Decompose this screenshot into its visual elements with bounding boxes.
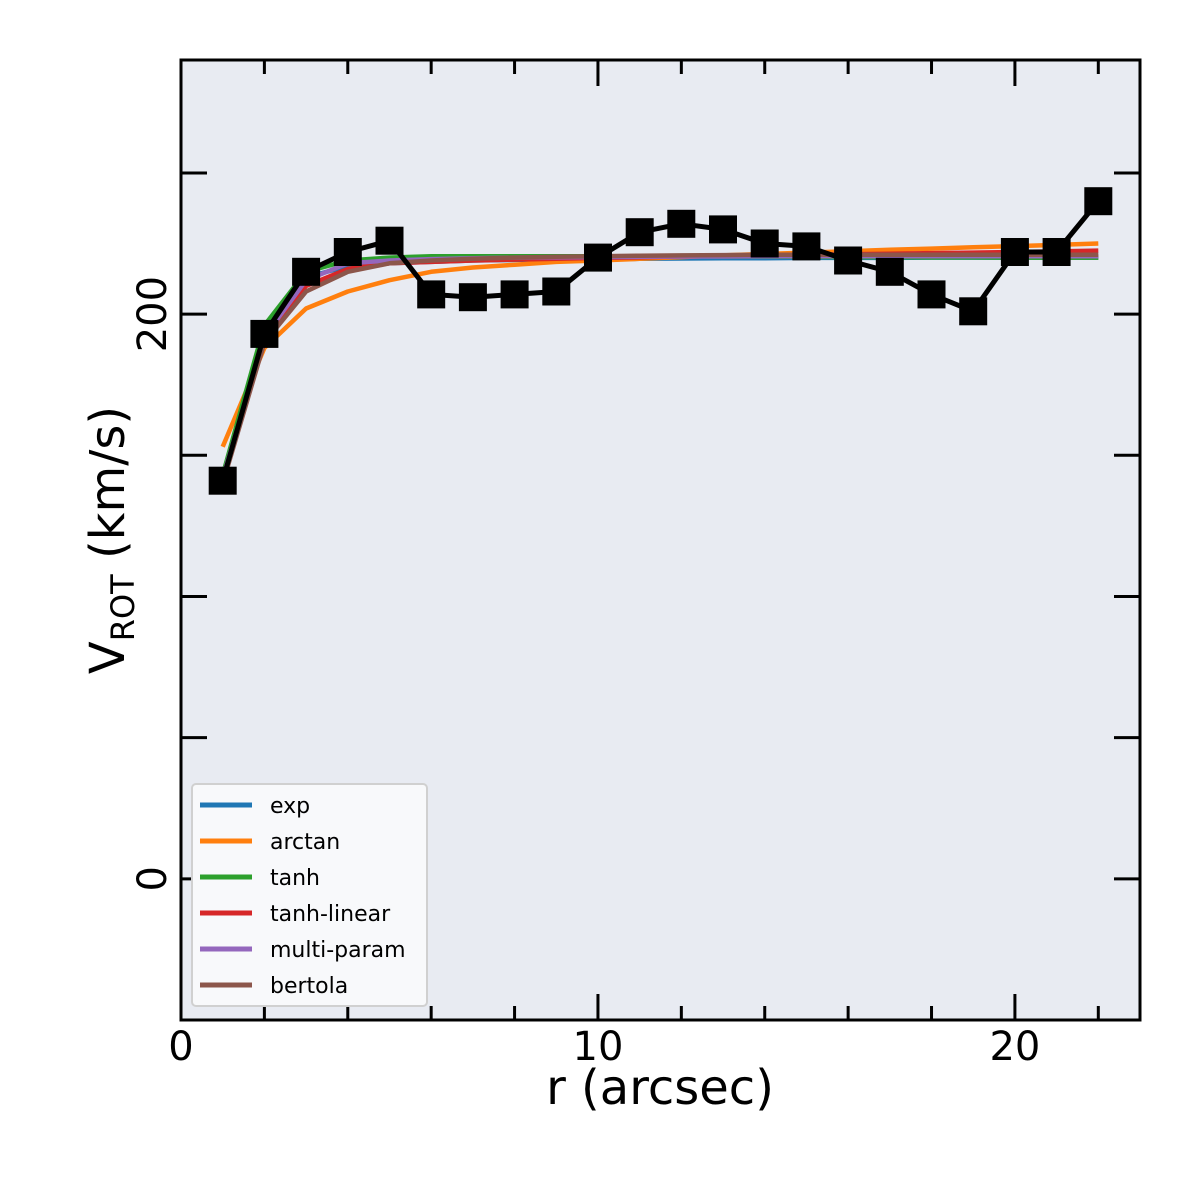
observed-point bbox=[625, 218, 654, 247]
observed-point bbox=[208, 466, 237, 495]
y-axis-label-main: V bbox=[80, 641, 136, 674]
observed-point bbox=[1084, 187, 1113, 216]
y-axis-label: VROT (km/s) bbox=[80, 406, 142, 674]
observed-point bbox=[667, 209, 696, 238]
observed-point bbox=[1000, 238, 1029, 266]
x-tick-label: 10 bbox=[573, 1024, 624, 1070]
legend-label-tanh-linear: tanh-linear bbox=[270, 902, 391, 927]
legend-label-exp: exp bbox=[270, 794, 310, 819]
legend-label-arctan: arctan bbox=[270, 830, 340, 855]
observed-point bbox=[750, 229, 779, 258]
x-axis-label: r (arcsec) bbox=[546, 1060, 774, 1116]
series-line-bertola bbox=[220, 252, 1099, 485]
observed-markers bbox=[208, 187, 1113, 495]
observed-point bbox=[250, 319, 279, 348]
observed-point bbox=[917, 280, 946, 309]
observed-point bbox=[333, 238, 362, 266]
observed-point bbox=[458, 283, 487, 312]
observed-point bbox=[542, 277, 571, 306]
observed-point bbox=[875, 257, 904, 286]
legend-label-tanh: tanh bbox=[270, 866, 320, 891]
y-tick-label: 0 bbox=[130, 866, 176, 891]
legend-label-bertola: bertola bbox=[270, 974, 348, 999]
x-tick-label: 20 bbox=[989, 1024, 1040, 1070]
legend-label-multi-param: multi-param bbox=[270, 938, 406, 963]
x-tick-label: 0 bbox=[168, 1024, 193, 1070]
plot-frame bbox=[179, 58, 1142, 1022]
y-axis-label-sub: ROT bbox=[104, 574, 142, 641]
observed-point bbox=[959, 297, 988, 326]
observed-point bbox=[1042, 238, 1071, 266]
observed-point bbox=[417, 280, 446, 309]
y-tick-label: 200 bbox=[130, 276, 176, 352]
observed-point bbox=[375, 226, 404, 255]
observed-point bbox=[792, 232, 821, 261]
y-axis-label-units: (km/s) bbox=[80, 406, 136, 574]
observed-point bbox=[834, 246, 863, 275]
observed-line bbox=[220, 199, 1101, 482]
observed-point bbox=[709, 215, 737, 244]
observed-point bbox=[292, 257, 321, 286]
legend: exp arctan tanh tanh-linear multi-param berto… bbox=[191, 783, 428, 1007]
observed-point bbox=[584, 243, 612, 272]
series-lines bbox=[220, 241, 1099, 485]
observed-point bbox=[500, 280, 529, 309]
